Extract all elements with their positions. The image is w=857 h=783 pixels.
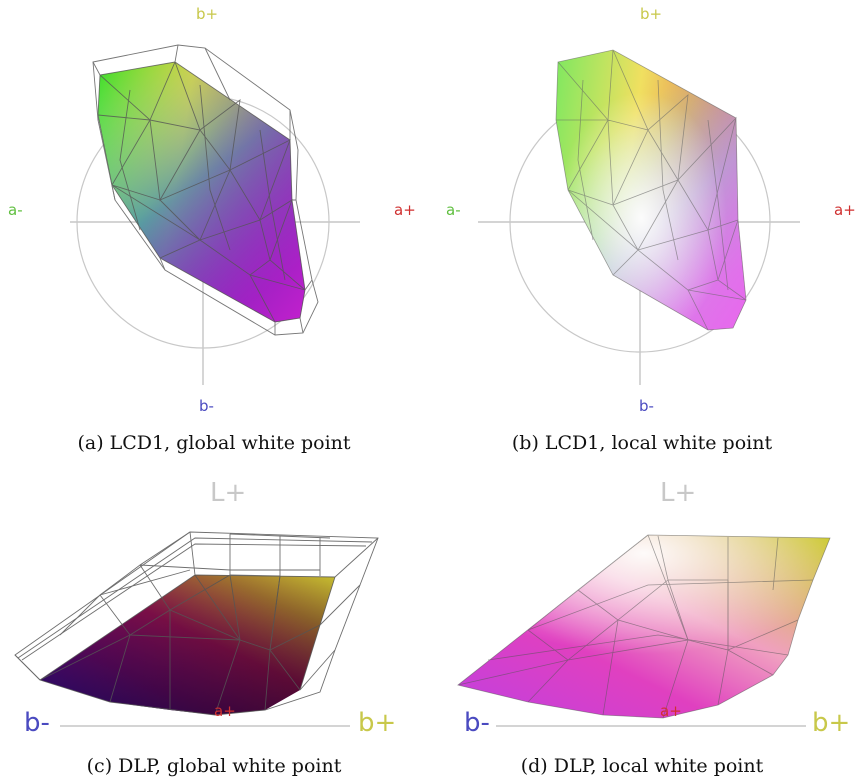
gamut-plot-d [457, 534, 831, 727]
axis-label-l-plus: L+ [210, 478, 247, 508]
axis-label-l-plus: L+ [660, 478, 697, 508]
gamut-solid [458, 535, 830, 718]
axis-label-b-minus: b- [24, 708, 50, 738]
axis-label-a-plus: a+ [214, 702, 236, 720]
axis-label-a-minus: a- [8, 201, 23, 219]
caption-c: (c) DLP, global white point [86, 755, 342, 777]
axis-label-b-plus: b+ [196, 5, 219, 23]
axis-label-a-plus: a+ [394, 201, 416, 219]
gamut-solid [98, 62, 305, 322]
panel-c: L+ b- a+ b+ [0, 470, 428, 740]
axis-label-b-plus: b+ [812, 708, 851, 738]
panel-a: b+ a- a+ b- [0, 0, 428, 420]
gamut-solid [40, 575, 335, 715]
caption-b: (b) LCD1, local white point [511, 432, 773, 454]
axis-label-a-minus: a- [446, 201, 461, 219]
axis-label-b-plus: b+ [358, 708, 397, 738]
gamut-wireframe [14, 531, 379, 716]
axis-label-b-plus: b+ [640, 5, 663, 23]
caption-d: (d) DLP, local white point [520, 755, 764, 777]
gamut-wireframe [555, 49, 747, 331]
caption-a: (a) LCD1, global white point [77, 432, 351, 454]
axis-label-b-minus: b- [639, 397, 654, 415]
gamut-wireframe [92, 44, 319, 336]
panel-d: L+ b- a+ b+ [428, 470, 857, 740]
gamut-wireframe [457, 534, 831, 719]
axis-label-a-plus: a+ [834, 201, 856, 219]
panel-b: b+ a- a+ b- [428, 0, 857, 420]
axis-label-b-minus: b- [464, 708, 490, 738]
axis-label-a-plus: a+ [660, 702, 682, 720]
gamut-plot-b [478, 49, 800, 385]
gamut-plot-a [70, 44, 360, 385]
gamut-plot-c [14, 531, 379, 727]
axis-label-b-minus: b- [199, 397, 214, 415]
